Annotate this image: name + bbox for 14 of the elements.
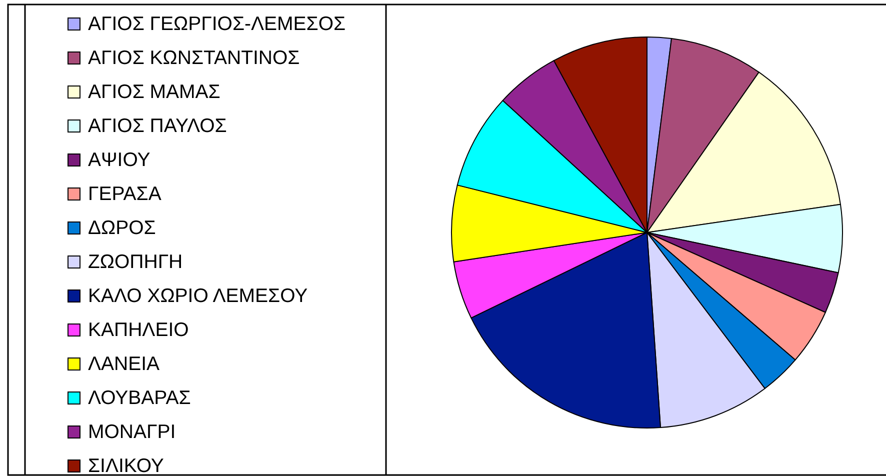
legend-label: ΖΩΟΠΗΓΗ (88, 251, 183, 273)
legend-label: ΑΓΙΟΣ ΠΑΥΛΟΣ (88, 115, 227, 137)
legend-label: ΑΓΙΟΣ ΓΕΩΡΓΙΟΣ-ΛΕΜΕΣΟΣ (88, 13, 346, 35)
legend-label: ΚΑΛΟ ΧΩΡΙΟ ΛΕΜΕΣΟΥ (88, 285, 308, 307)
legend-label: ΓΕΡΑΣΑ (88, 183, 162, 205)
legend-label: ΣΙΛΙΚΟΥ (88, 455, 164, 476)
legend-label: ΛΑΝΕΙΑ (88, 353, 160, 375)
legend-label: ΑΓΙΟΣ ΜΑΜΑΣ (88, 81, 220, 103)
legend-label: ΑΓΙΟΣ ΚΩΝΣΤΑΝΤΙΝΟΣ (88, 47, 300, 69)
legend-label: ΛΟΥΒΑΡΑΣ (88, 387, 191, 409)
legend-label: ΜΟΝΑΓΡΙ (88, 421, 176, 443)
legend-label: ΔΩΡΟΣ (88, 217, 156, 239)
legend-label: ΚΑΠΗΛΕΙΟ (88, 319, 189, 341)
legend-label: ΑΨΙΟΥ (88, 149, 150, 171)
